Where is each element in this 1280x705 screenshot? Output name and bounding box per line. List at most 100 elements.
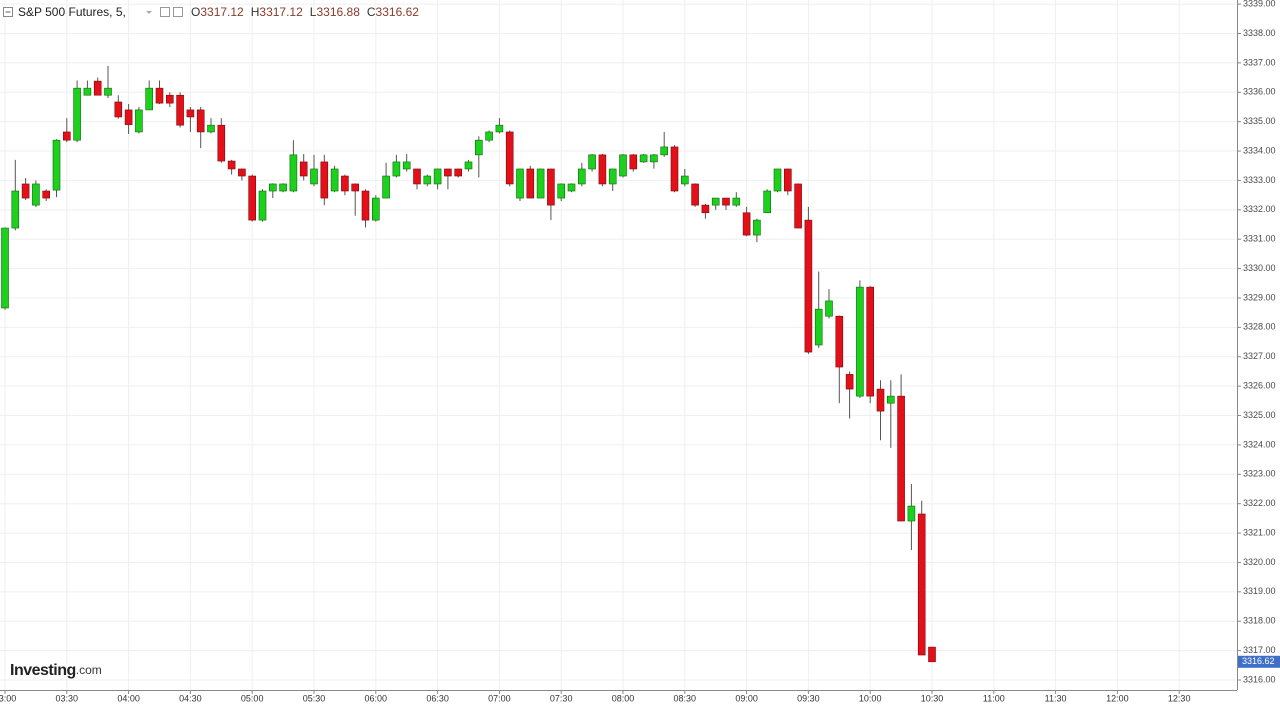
x-tick-label: 03:00 <box>0 693 16 703</box>
candle-body <box>135 109 143 133</box>
x-tick-label: 07:00 <box>488 693 511 703</box>
candle-body <box>701 204 710 214</box>
x-tick-label: 12:30 <box>1168 693 1191 703</box>
candle-body <box>577 168 586 185</box>
candle-body <box>804 219 813 353</box>
y-tick-label: 3318.00 <box>1243 616 1276 626</box>
candle-body <box>310 168 318 185</box>
candle-body <box>485 131 493 141</box>
readout-label: C <box>367 5 376 19</box>
x-tick-label: 12:00 <box>1106 693 1129 703</box>
x-tick-label: 06:30 <box>426 693 449 703</box>
last-price-tag <box>1238 655 1280 668</box>
candle-body <box>402 161 411 170</box>
hide-icon[interactable] <box>173 7 183 17</box>
candle-body <box>670 146 679 192</box>
candle-body <box>629 154 638 170</box>
readout-label: H <box>251 5 260 19</box>
grid <box>0 0 1237 690</box>
ohlc-readout: O3317.12 H3317.12 L3316.88 C3316.62 <box>191 5 419 19</box>
candle-body <box>1 227 9 309</box>
candle-body <box>928 646 936 663</box>
candle-body <box>505 131 514 185</box>
y-tick-label: 3323.00 <box>1243 469 1276 479</box>
candle-body <box>21 183 30 199</box>
y-tick-label: 3328.00 <box>1243 322 1276 332</box>
candle-body <box>62 131 71 141</box>
candle-body <box>320 161 329 199</box>
y-tick-label: 3335.00 <box>1243 116 1276 126</box>
y-tick-label: 3329.00 <box>1243 292 1276 302</box>
readout-label: L <box>310 5 317 19</box>
candle-body <box>825 300 833 317</box>
x-tick-label: 10:00 <box>859 693 882 703</box>
candle-body <box>856 286 864 397</box>
y-tick-label: 3317.00 <box>1243 645 1276 655</box>
readout-label: O <box>191 5 200 19</box>
brand: Investing <box>10 662 76 679</box>
candle-body <box>42 190 51 199</box>
candle-body <box>227 160 236 170</box>
x-tick-label: 04:30 <box>179 693 202 703</box>
candle-body <box>279 183 287 192</box>
candle-body <box>464 161 473 170</box>
dropdown-arrow[interactable] <box>146 11 152 14</box>
candle-body <box>588 154 596 170</box>
brand-suffix: .com <box>76 663 102 677</box>
candle-body <box>680 175 689 185</box>
candle-body <box>351 183 360 192</box>
candle-body <box>444 168 452 177</box>
candle-body <box>536 168 545 199</box>
candle-body <box>567 183 576 192</box>
candle-body <box>897 395 905 522</box>
y-tick-label: 3326.00 <box>1243 381 1276 391</box>
candle-body <box>371 197 380 221</box>
x-tick-label: 05:00 <box>241 693 264 703</box>
candle-body <box>93 80 102 96</box>
candle-body <box>495 124 504 133</box>
candle-body <box>289 154 298 192</box>
candle-body <box>763 190 772 214</box>
readout-value: 3317.12 <box>200 5 244 19</box>
x-tick-label: 04:00 <box>117 693 140 703</box>
settings-icon[interactable] <box>160 7 170 17</box>
x-tick-label: 08:00 <box>612 693 635 703</box>
x-tick-label: 06:00 <box>365 693 388 703</box>
candle-body <box>11 190 20 229</box>
y-tick-label: 3339.00 <box>1243 0 1276 8</box>
candle-body <box>650 154 658 163</box>
y-tick-label: 3327.00 <box>1243 351 1276 361</box>
candle-body <box>433 168 442 185</box>
last-price-label: 3316.62 <box>1242 656 1275 666</box>
candle-body <box>845 374 854 390</box>
x-tick-label: 09:30 <box>797 693 820 703</box>
candle-body <box>268 183 277 192</box>
candle-body <box>547 168 555 206</box>
y-tick-label: 3338.00 <box>1243 28 1276 38</box>
y-tick-label: 3336.00 <box>1243 87 1276 97</box>
y-tick-label: 3330.00 <box>1243 263 1276 273</box>
y-tick-label: 3333.00 <box>1243 175 1276 185</box>
candle-body <box>917 513 926 656</box>
candle-body <box>753 219 761 236</box>
candle-body <box>330 168 339 192</box>
candle-body <box>639 154 648 163</box>
readout-value: 3316.88 <box>316 5 360 19</box>
y-tick-label: 3331.00 <box>1243 234 1276 244</box>
candle-body <box>814 308 823 346</box>
readout-value: 3317.12 <box>259 5 303 19</box>
candle-body <box>392 161 401 177</box>
candle-body <box>104 87 112 96</box>
watermark: Investing.com <box>10 662 102 679</box>
candle-body <box>783 168 792 192</box>
candle-body <box>557 183 566 199</box>
candle-body <box>516 168 524 199</box>
candle-body <box>361 190 370 221</box>
candle-body <box>238 168 246 177</box>
candles <box>1 65 936 663</box>
candle-body <box>835 315 844 368</box>
y-tick-label: 3321.00 <box>1243 527 1276 537</box>
candle-body <box>608 168 617 185</box>
